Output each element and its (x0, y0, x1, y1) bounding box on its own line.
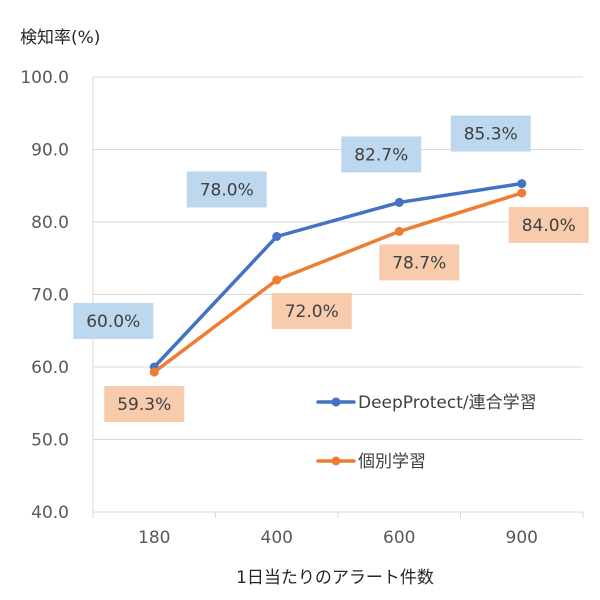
data-label: 85.3% (464, 125, 518, 145)
y-tick-label: 40.0 (31, 503, 69, 523)
data-labels: 60.0% 78.0% 82.7% 85.3% 59.3% 72.0% 78.7% 84.0% (73, 115, 589, 423)
data-point (272, 275, 282, 285)
data-point (272, 232, 282, 241)
data-point (517, 179, 527, 189)
data-label-box (508, 207, 589, 243)
legend-marker (331, 456, 341, 466)
data-label-box (341, 136, 422, 173)
x-tick-label: 180 (138, 528, 170, 548)
y-tick-label: 80.0 (31, 213, 69, 233)
data-label: 72.0% (285, 302, 339, 322)
data-label: 78.7% (392, 253, 446, 273)
data-point (149, 367, 159, 377)
legend-label: DeepProtect/連合学習 (358, 393, 537, 413)
data-label-box (379, 244, 460, 281)
y-tick-label: 50.0 (31, 431, 69, 451)
y-axis-title: 検知率(%) (20, 28, 100, 48)
y-tick-label: 60.0 (31, 358, 69, 378)
x-tick-label: 600 (383, 528, 415, 548)
x-tick-label: 400 (261, 528, 293, 548)
x-axis-title: 1日当たりのアラート件数 (236, 568, 434, 588)
data-point (394, 197, 404, 207)
legend-label: 個別学習 (358, 452, 426, 472)
y-tick-label: 90.0 (31, 141, 69, 161)
data-label-box (104, 386, 185, 423)
data-label-box (186, 171, 267, 208)
data-label-box (450, 115, 531, 152)
data-label-box (73, 303, 154, 339)
data-label-box (271, 293, 352, 329)
y-tick-label: 100.0 (20, 68, 69, 88)
series-line (152, 181, 524, 369)
grid-lines (93, 76, 583, 513)
data-label: 59.3% (117, 395, 171, 415)
data-label: 78.0% (200, 181, 254, 201)
data-label: 82.7% (354, 145, 408, 165)
series-lines (149, 179, 527, 377)
data-label: 84.0% (522, 216, 576, 236)
x-tick-label: 900 (506, 528, 538, 548)
axes: 40.0 50.0 60.0 70.0 80.0 90.0 100.0 180 400 600 90… (20, 68, 584, 548)
legend-marker (331, 397, 341, 407)
data-label: 60.0% (86, 312, 140, 332)
data-point (394, 226, 404, 236)
data-point (517, 188, 527, 198)
series-line (152, 191, 524, 374)
y-tick-label: 70.0 (31, 286, 69, 306)
